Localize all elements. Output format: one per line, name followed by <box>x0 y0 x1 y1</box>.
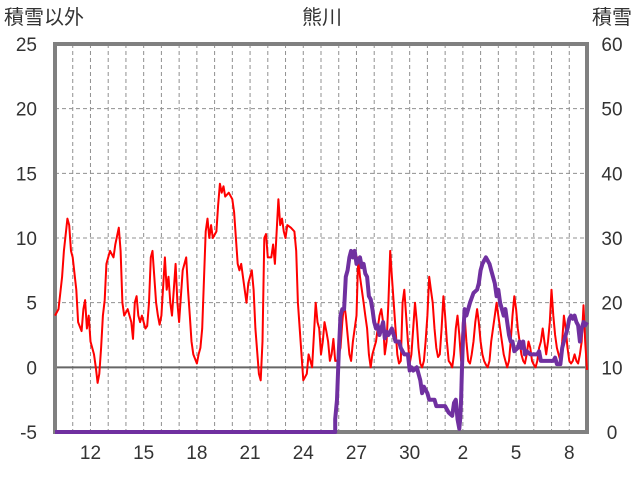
x-tick-label: 21 <box>239 443 260 464</box>
x-tick-label: 2 <box>458 443 469 464</box>
left-tick-label: 10 <box>16 229 37 250</box>
x-tick-label: 8 <box>564 443 575 464</box>
left-tick-label: 20 <box>16 100 37 121</box>
x-tick-label: 24 <box>293 443 315 464</box>
x-tick-label: 18 <box>186 443 207 464</box>
left-tick-label: 5 <box>26 294 37 315</box>
right-tick-label: 60 <box>601 35 622 56</box>
x-axis-ticks: 12 15 18 21 24 27 30 2 5 8 <box>80 443 575 464</box>
left-axis-label: 積雪以外 <box>4 6 84 29</box>
x-tick-label: 27 <box>346 443 367 464</box>
left-tick-label: 25 <box>16 35 37 56</box>
x-tick-label: 15 <box>133 443 154 464</box>
right-tick-label: 40 <box>601 164 622 185</box>
x-tick-label: 30 <box>399 443 420 464</box>
right-tick-label: 50 <box>601 100 622 121</box>
right-tick-label: 20 <box>601 294 622 315</box>
left-tick-label: 15 <box>16 164 37 185</box>
left-tick-label: -5 <box>20 423 37 444</box>
x-tick-label: 12 <box>80 443 101 464</box>
right-axis-label: 積雪 <box>592 6 632 29</box>
right-tick-label: 0 <box>607 423 618 444</box>
chart-title: 熊川 <box>302 6 342 29</box>
left-axis-ticks: 25 20 15 10 5 0 -5 <box>16 35 37 444</box>
left-tick-label: 0 <box>26 358 37 379</box>
right-tick-label: 30 <box>601 229 622 250</box>
right-axis-ticks: 60 50 40 30 20 10 0 <box>601 35 622 444</box>
x-tick-label: 5 <box>511 443 522 464</box>
right-tick-label: 10 <box>601 358 622 379</box>
